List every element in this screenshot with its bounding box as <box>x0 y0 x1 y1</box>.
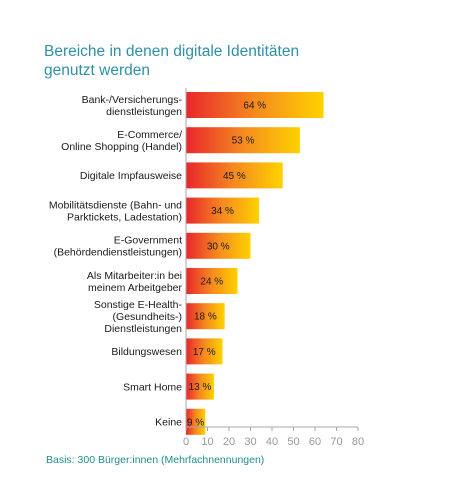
category-label-4: Mobilitätsdienste (Bahn- und Parktickets,… <box>49 199 182 223</box>
category-label-2: E-Commerce/Online Shopping (Handel) <box>61 129 182 153</box>
bar-1 <box>186 92 324 118</box>
category-label-line: Keine <box>155 417 182 429</box>
bar-10 <box>186 408 206 435</box>
category-label-1: Bank-/Versicherungs-dienstleistungen <box>82 94 183 118</box>
value-label-2: 53 % <box>232 136 255 147</box>
category-label-line: Bank-/Versicherungs- <box>82 94 183 106</box>
x-tick-label-50: 50 <box>287 436 299 448</box>
value-label-4: 34 % <box>211 206 234 217</box>
category-label-8: Bildungswesen <box>111 346 182 358</box>
x-tick-label-30: 30 <box>244 436 256 448</box>
bar-2 <box>186 127 300 154</box>
bar-7 <box>186 303 225 330</box>
value-label-10: 9 % <box>187 417 204 428</box>
x-tick-label-70: 70 <box>330 436 342 448</box>
value-label-1: 64 % <box>243 101 266 112</box>
category-label-line: meinem Arbeitgeber <box>88 282 182 294</box>
category-label-line: dienstleistungen <box>106 106 182 118</box>
x-tick-label-80: 80 <box>352 436 364 448</box>
value-label-7: 18 % <box>194 312 217 323</box>
bar-4 <box>186 197 260 224</box>
value-label-5: 30 % <box>207 241 230 252</box>
category-label-3: Digitale Impfausweise <box>80 170 182 182</box>
basis-note: Basis: 300 Bürger:innen (Mehrfachnennung… <box>46 454 265 466</box>
bar-3 <box>186 162 283 189</box>
category-label-line: E-Commerce/ <box>117 129 182 141</box>
category-label-line: Mobilitätsdienste (Bahn- und <box>49 199 182 211</box>
category-label-line: Als Mitarbeiter:in bei <box>87 270 182 282</box>
x-tick-label-10: 10 <box>201 436 213 448</box>
bar-5 <box>186 232 251 259</box>
category-label-line: Smart Home <box>123 381 182 393</box>
category-label-line: Parktickets, Ladestation) <box>67 211 182 223</box>
value-label-6: 24 % <box>200 277 223 288</box>
category-label-line: Bildungswesen <box>111 346 182 358</box>
value-label-9: 13 % <box>189 382 212 393</box>
chart-title-line-1: Bereiche in denen digitale Identitäten <box>44 43 300 60</box>
bar-6 <box>186 268 238 294</box>
category-label-line: (Gesundheits-) <box>113 311 182 323</box>
value-label-8: 17 % <box>193 347 216 358</box>
category-label-6: Als Mitarbeiter:in bei meinem Arbeitgeber <box>87 270 183 294</box>
category-label-line: (Behördendienstleistungen) <box>54 247 182 259</box>
category-label-line: E-Government <box>114 235 182 247</box>
category-label-line: Sonstige E-Health- <box>94 299 183 311</box>
category-label-10: Keine <box>155 417 182 429</box>
category-label-line: Dienstleistungen <box>104 323 182 335</box>
x-tick-label-0: 0 <box>183 436 189 448</box>
category-label-9: Smart Home <box>123 381 182 393</box>
chart-title-line-2: genutzt werden <box>44 62 150 79</box>
category-label-7: Sonstige E-Health-(Gesundheits-) Dienstle… <box>94 299 183 335</box>
category-label-line: Digitale Impfausweise <box>80 170 182 182</box>
category-label-5: E-Government (Behördendienstleistungen) <box>54 235 182 259</box>
x-tick-label-40: 40 <box>266 436 278 448</box>
x-tick-label-60: 60 <box>309 436 321 448</box>
category-label-line: Online Shopping (Handel) <box>61 141 182 153</box>
bar-8 <box>186 338 223 365</box>
value-label-3: 45 % <box>223 171 246 182</box>
x-tick-label-20: 20 <box>223 436 235 448</box>
bar-9 <box>186 373 214 400</box>
chart-title: Bereiche in denen digitale Identitäten g… <box>44 42 374 80</box>
